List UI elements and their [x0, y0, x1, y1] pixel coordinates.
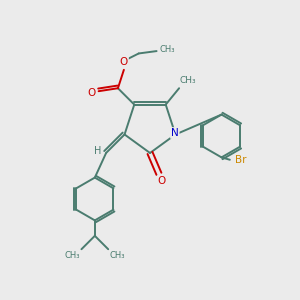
Text: N: N [171, 128, 179, 138]
Text: Br: Br [236, 155, 247, 165]
Text: CH₃: CH₃ [180, 76, 196, 85]
Text: CH₃: CH₃ [159, 45, 175, 54]
Text: O: O [120, 57, 128, 68]
Text: O: O [158, 176, 166, 186]
Text: O: O [87, 88, 95, 98]
Text: CH₃: CH₃ [64, 251, 80, 260]
Text: H: H [94, 146, 101, 156]
Text: CH₃: CH₃ [110, 251, 125, 260]
